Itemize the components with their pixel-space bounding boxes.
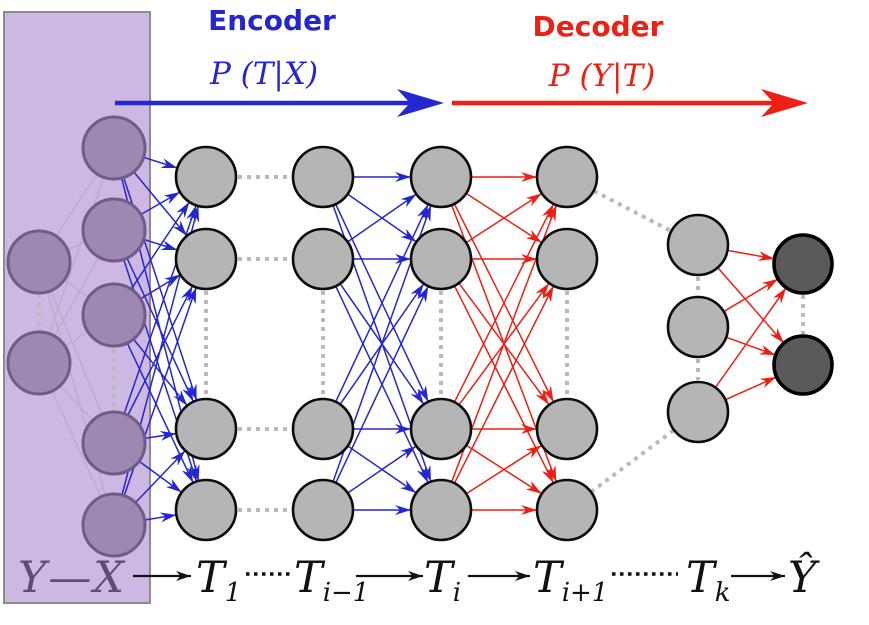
edge-Ti-Tip1	[453, 285, 555, 484]
edge-Tk-Yhat	[725, 336, 776, 356]
node-X-3	[81, 282, 147, 348]
edge-Y-X	[51, 390, 102, 498]
edge-Tim1-Ti	[335, 203, 429, 403]
node-Ti-4	[409, 478, 473, 542]
decoder-formula: P (Y|T)	[548, 58, 656, 94]
node-Tim1-4	[291, 478, 355, 542]
edge-Tk-Yhat	[725, 376, 777, 401]
label-t-k: Tk	[686, 553, 730, 608]
edge-Y-X	[67, 241, 86, 251]
node-T1-3	[174, 397, 238, 461]
edge-Y-X	[53, 256, 100, 337]
edge-Tk-Yhat	[714, 287, 787, 388]
edge-X-T1	[130, 201, 190, 290]
edge-X-T1	[143, 156, 178, 169]
edge-X-T1	[140, 273, 181, 300]
edge-Y-X	[64, 331, 89, 347]
node-Ti-1	[409, 145, 473, 209]
node-Yhat-1	[772, 233, 834, 295]
node-Tim1-2	[291, 227, 355, 291]
edge-Y-X	[48, 177, 105, 334]
edge-Tk-Yhat	[727, 249, 775, 261]
node-Yhat-2	[772, 334, 834, 396]
node-Ti-3	[409, 397, 473, 461]
label-y-hat: Ŷ	[788, 552, 820, 603]
node-Tip1-2	[535, 227, 599, 291]
node-T1-4	[174, 478, 238, 542]
edge-Tk-Yhat	[723, 278, 779, 313]
ellipsis-connectors	[37, 175, 805, 576]
encoder-label: Encoder	[208, 4, 336, 37]
node-Tk-3	[666, 380, 730, 444]
edge-Tim1-Ti	[347, 445, 417, 494]
node-X-5	[81, 492, 147, 558]
node-Tim1-1	[291, 145, 355, 209]
ellipsis-dots	[589, 428, 676, 494]
edge-Y-X	[50, 290, 103, 415]
encoder-arrow	[115, 89, 444, 117]
edge-Ti-Tip1	[465, 444, 543, 495]
label-t-i-minus-1: Ti−1	[294, 553, 369, 608]
label-t-i-plus-1: Ti+1	[533, 553, 608, 608]
node-Tip1-3	[535, 397, 599, 461]
node-Y-1	[6, 229, 72, 295]
node-X-1	[81, 115, 147, 181]
edge-X-T1	[144, 430, 177, 441]
edge-Y-X	[55, 173, 98, 237]
node-T1-2	[174, 227, 238, 291]
edge-Ti-Tip1	[453, 203, 555, 403]
edge-Y-X	[63, 279, 90, 298]
edge-Y-X	[59, 385, 94, 421]
edge-X-T1	[144, 512, 177, 523]
node-Tip1-1	[535, 145, 599, 209]
node-Tip1-4	[535, 478, 599, 542]
edge-X-T1	[134, 450, 186, 504]
node-X-2	[81, 197, 147, 263]
edge-X-T1	[140, 191, 181, 216]
node-Ti-2	[409, 227, 473, 291]
node-Tim1-3	[291, 397, 355, 461]
encoder-formula: P (T|X)	[209, 56, 318, 92]
edge-Tim1-Ti	[347, 193, 417, 243]
label-y-x: Y—X	[18, 553, 126, 603]
markov-chain-row: Y—X T1 Ti−1 Ti Ti+1 Tk Ŷ	[18, 552, 820, 608]
ellipsis-dots	[593, 189, 672, 233]
decoder-arrow	[452, 89, 808, 117]
network-nodes	[6, 115, 834, 558]
edge-X-T1	[126, 257, 195, 403]
node-T1-1	[174, 145, 238, 209]
label-t-i: Ti	[424, 553, 461, 608]
edge-Ti-Tip1	[465, 192, 543, 244]
node-Tk-1	[666, 213, 730, 277]
edge-X-T1	[132, 338, 188, 407]
edge-Tk-Yhat	[717, 267, 785, 344]
node-Tk-2	[666, 295, 730, 359]
node-X-4	[81, 410, 147, 476]
decoder-label: Decoder	[533, 10, 664, 43]
node-Y-2	[6, 330, 72, 396]
label-t1: T1	[196, 553, 241, 608]
edge-Tim1-Ti	[335, 285, 429, 484]
